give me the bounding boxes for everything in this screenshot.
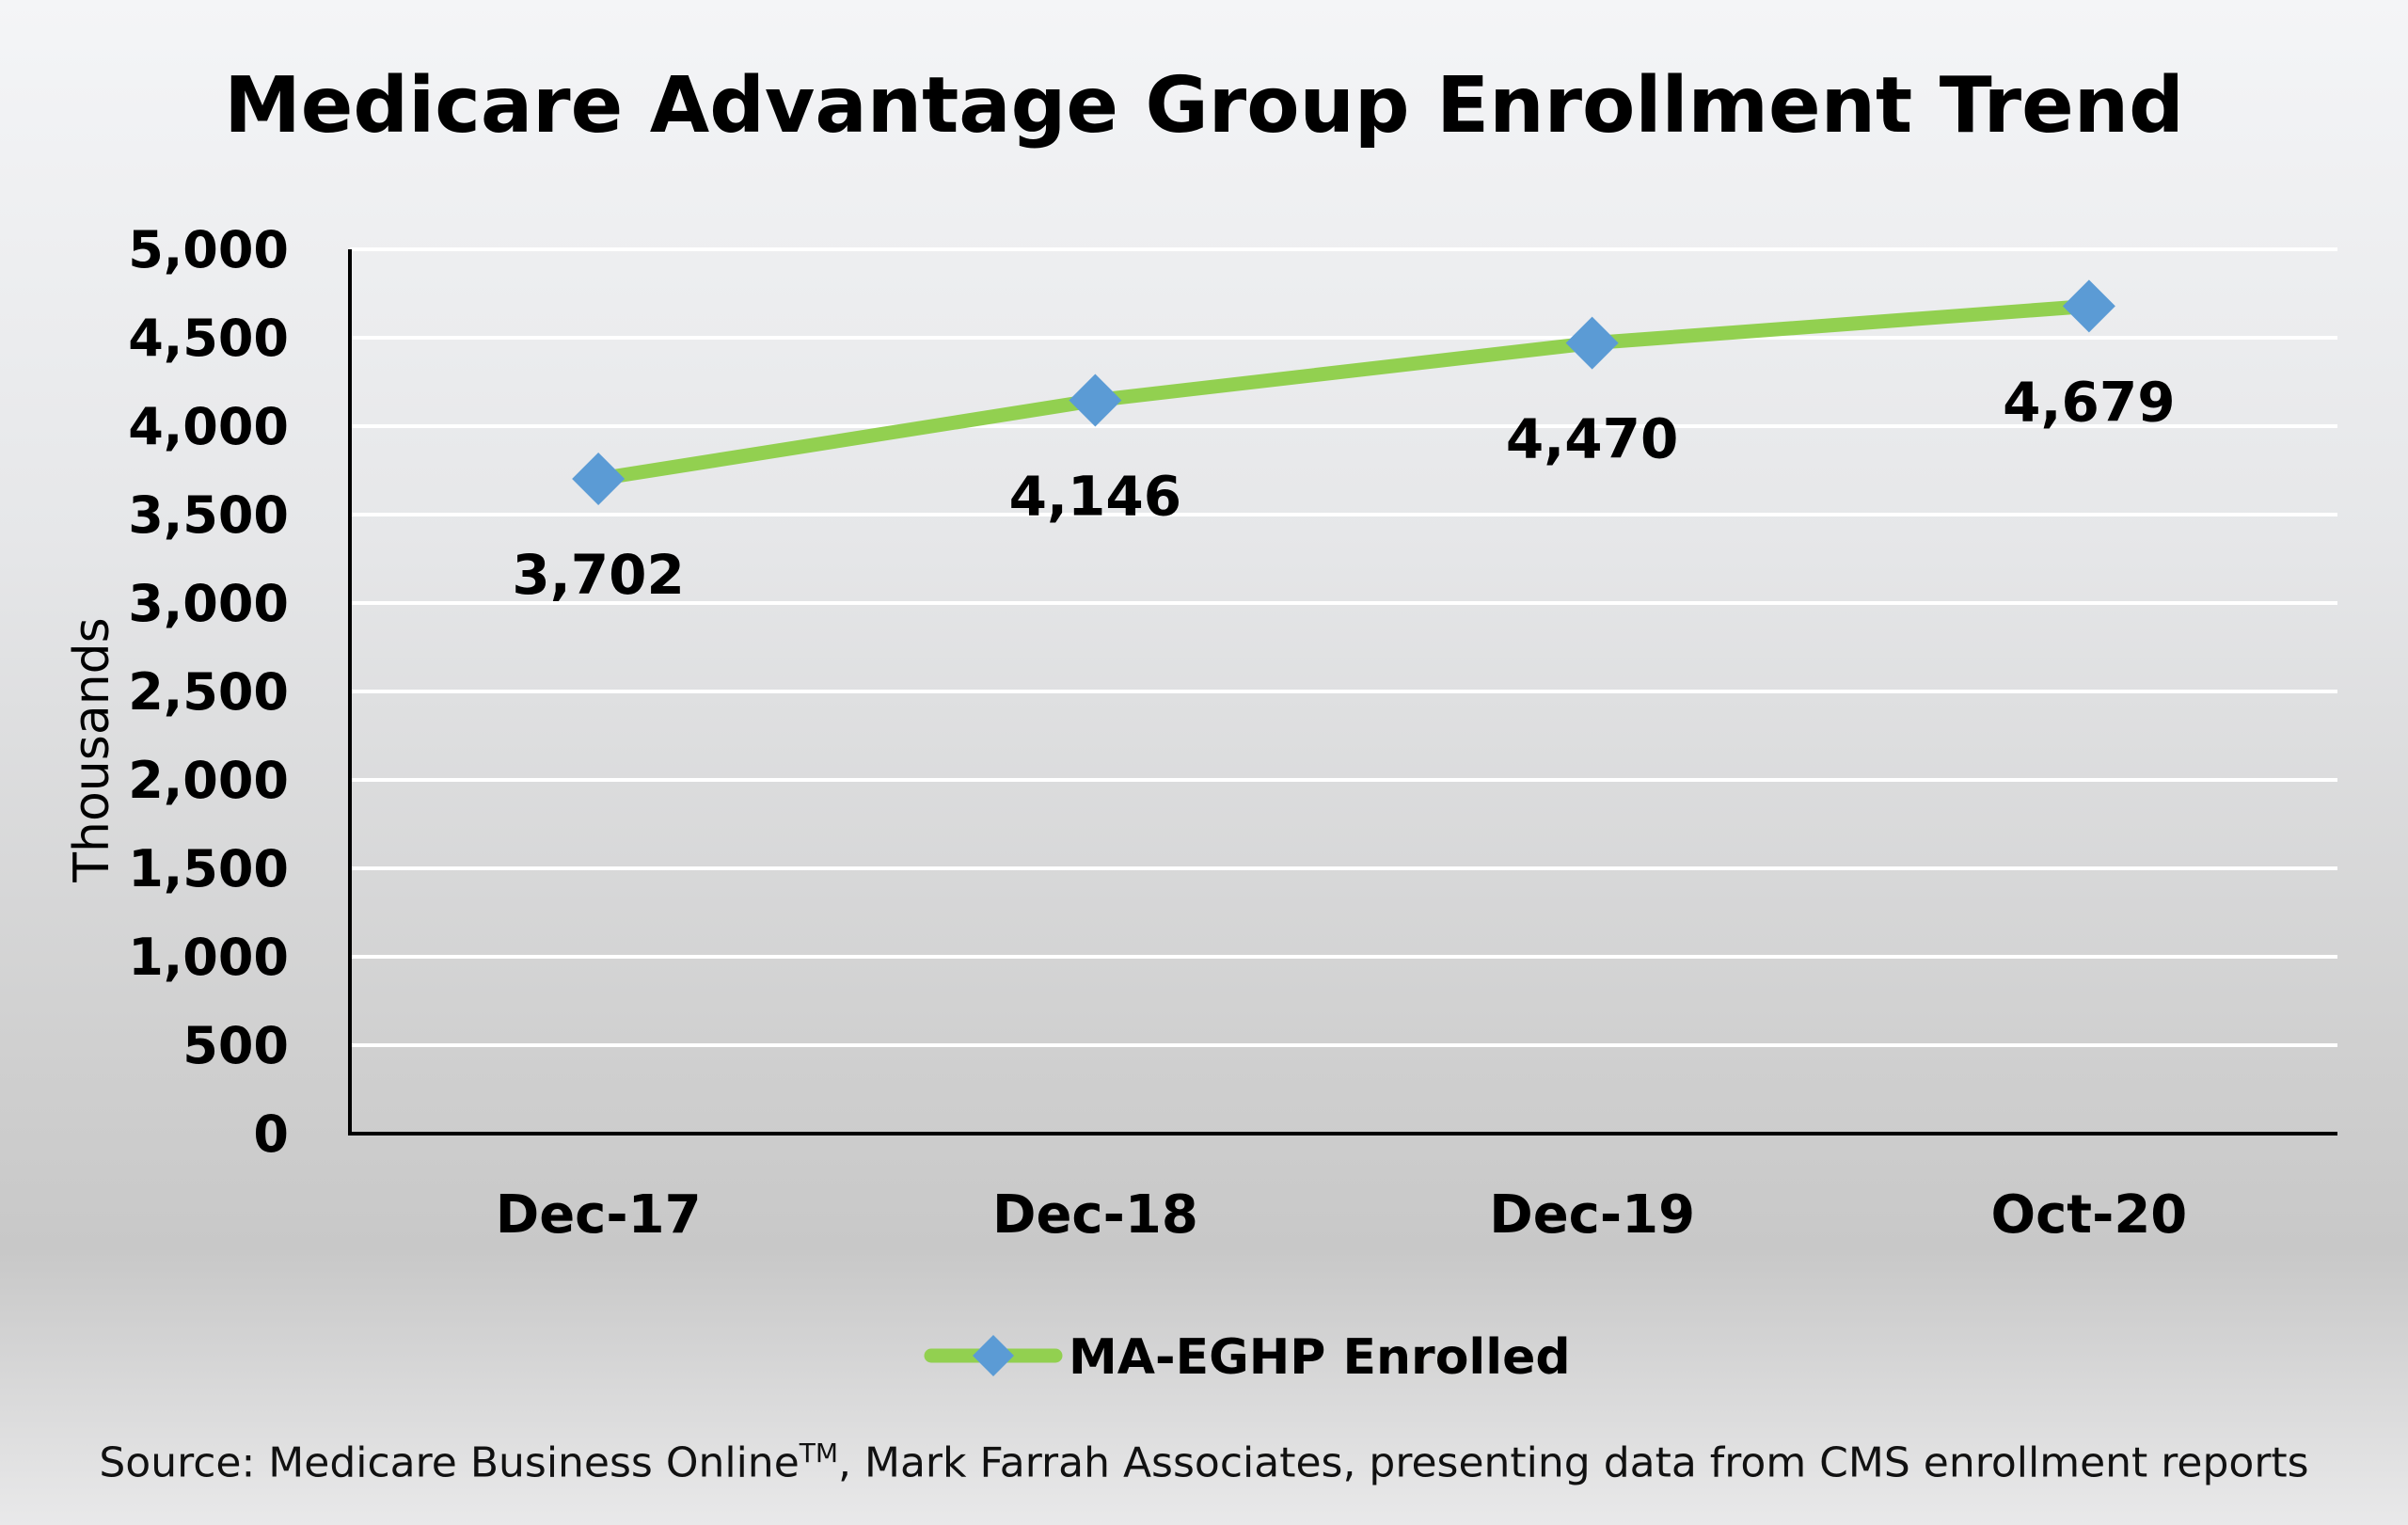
data-labels: 3,702 4,146 4,470 4,679 [512, 370, 2175, 607]
x-tick-label: Oct-20 [1991, 1184, 2188, 1246]
source-prefix: Source: Medicare Business Online [99, 1438, 800, 1487]
legend-label: MA-EGHP Enrolled [1069, 1329, 1571, 1386]
y-tick-label: 5,000 [128, 220, 289, 279]
data-label: 4,146 [1009, 465, 1181, 529]
y-axis-title: Thousands [64, 617, 120, 883]
data-point-marker [1069, 373, 1122, 427]
y-tick-label: 500 [182, 1016, 289, 1075]
source-suffix: , Mark Farrah Associates, presenting dat… [838, 1438, 2309, 1487]
data-label: 3,702 [512, 543, 684, 607]
y-tick-label: 4,000 [128, 397, 289, 456]
x-axis-tick-labels: Dec-17 Dec-18 Dec-19 Oct-20 [496, 1184, 2188, 1246]
source-trademark: TM [799, 1438, 839, 1469]
y-tick-label: 4,500 [128, 309, 289, 368]
y-tick-label: 3,500 [128, 485, 289, 545]
y-tick-label: 2,000 [128, 751, 289, 810]
x-tick-label: Dec-19 [1489, 1184, 1695, 1246]
x-tick-label: Dec-18 [992, 1184, 1198, 1246]
gridlines [350, 247, 2337, 1047]
y-tick-label: 1,500 [128, 839, 289, 898]
data-point-marker [1565, 316, 1619, 370]
legend-diamond-marker [973, 1335, 1014, 1376]
data-point-marker [572, 453, 626, 506]
x-tick-label: Dec-17 [496, 1184, 702, 1246]
y-tick-label: 0 [253, 1104, 289, 1164]
data-label: 4,679 [2003, 370, 2175, 434]
y-tick-label: 3,000 [128, 574, 289, 633]
series-ma-eghp [572, 279, 2115, 506]
legend: MA-EGHP Enrolled [924, 1329, 1571, 1386]
data-point-marker [2062, 279, 2115, 333]
y-tick-label: 1,000 [128, 928, 289, 987]
series-line [591, 298, 2097, 486]
y-tick-label: 2,500 [128, 662, 289, 722]
chart-title: Medicare Advantage Group Enrollment Tren… [224, 61, 2184, 151]
source-note: Source: Medicare Business OnlineTM, Mark… [0, 1438, 2408, 1487]
data-label: 4,470 [1506, 407, 1678, 471]
y-axis-tick-labels: 0 500 1,000 1,500 2,000 2,500 3,000 3,500 4,000 4… [128, 220, 289, 1164]
